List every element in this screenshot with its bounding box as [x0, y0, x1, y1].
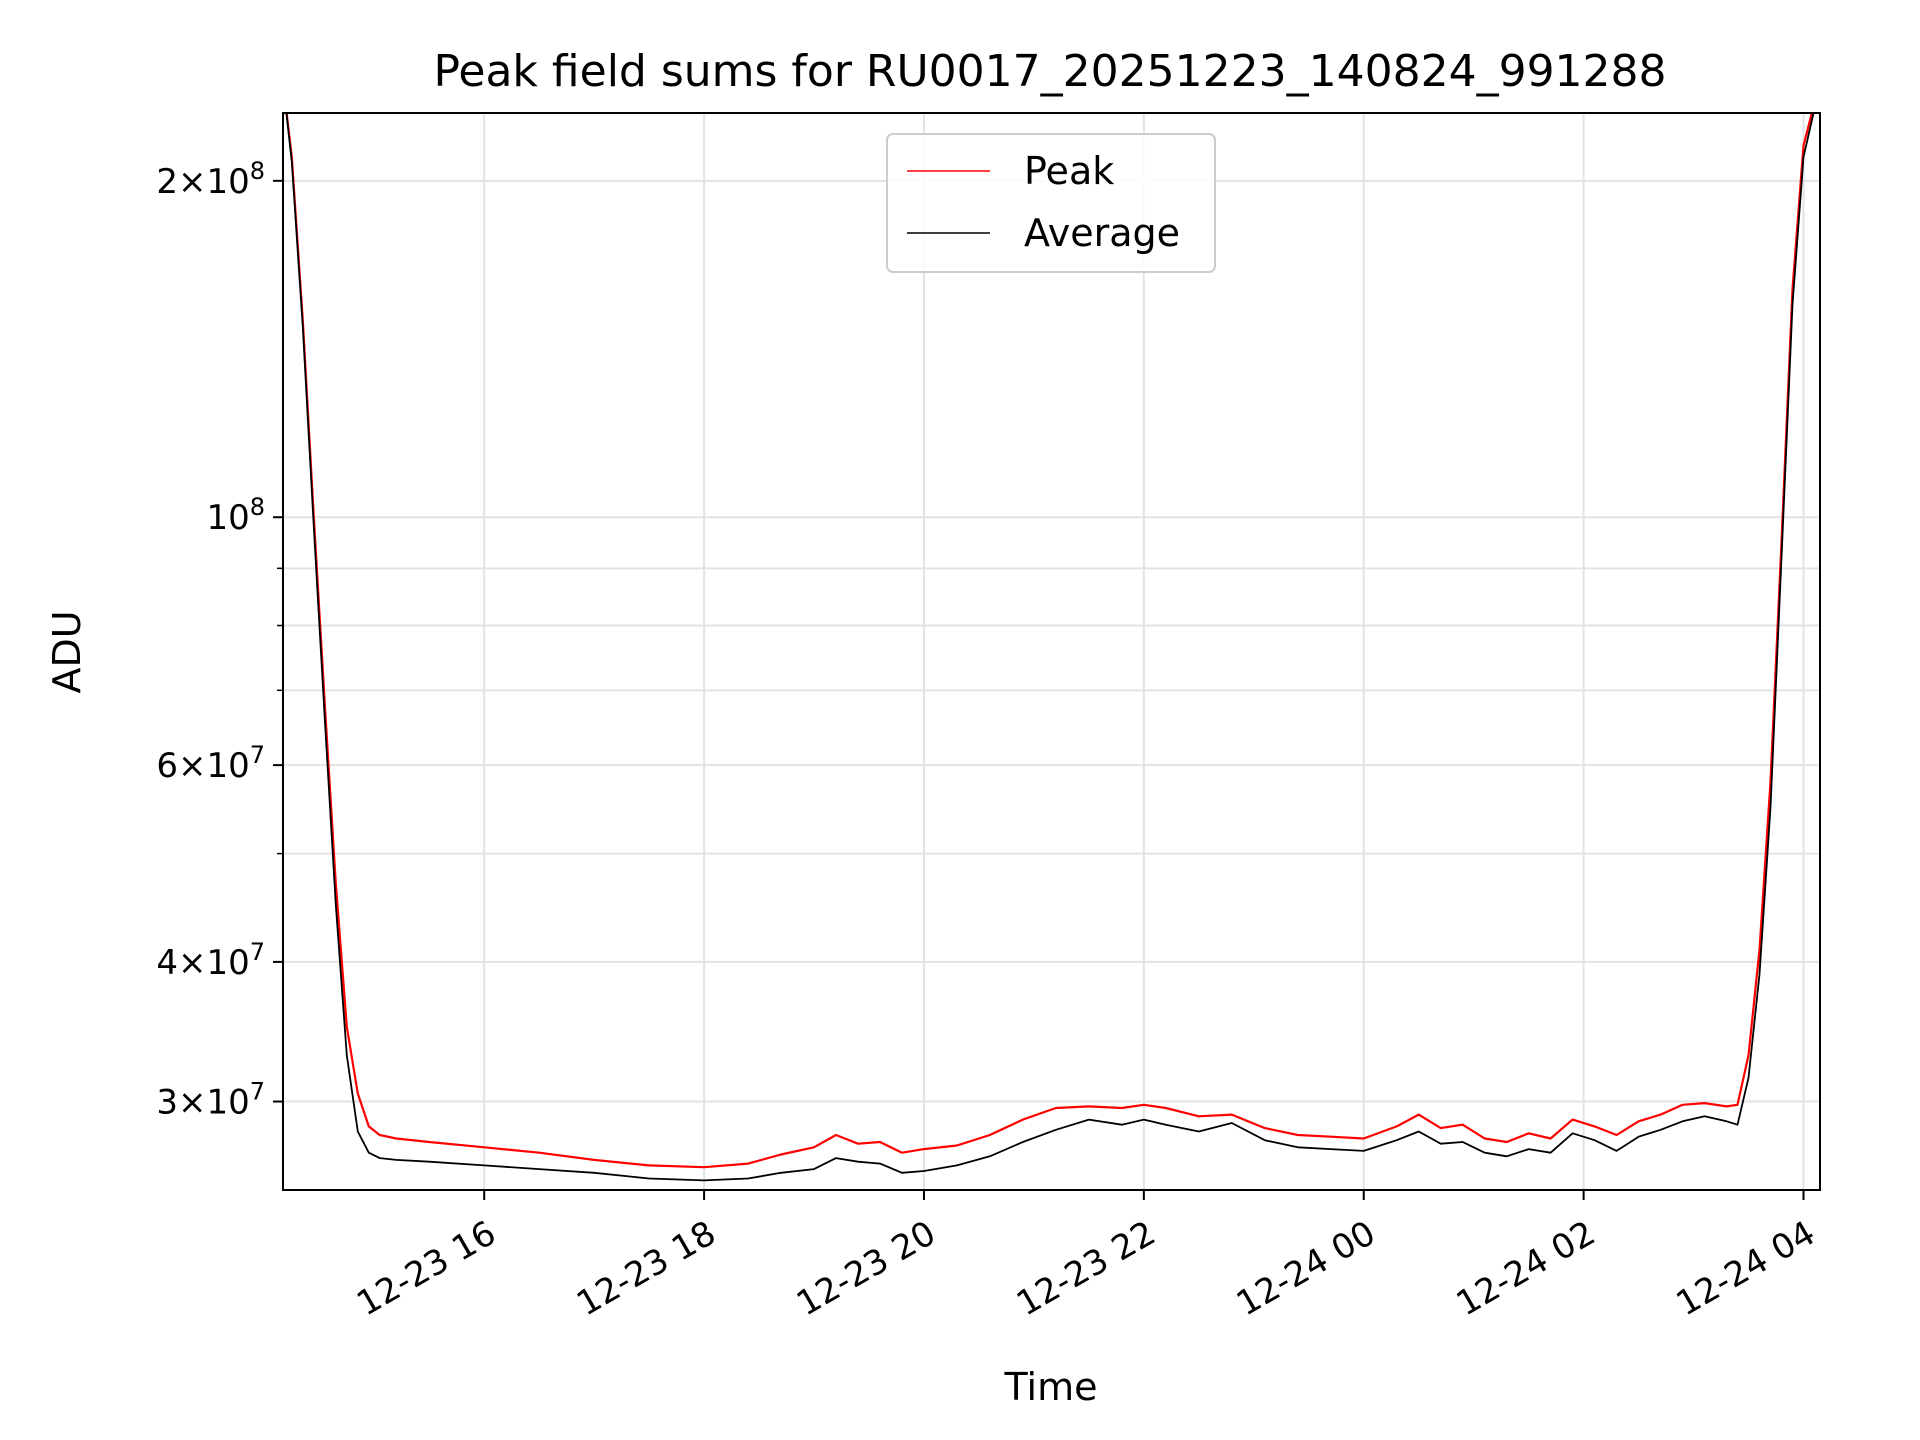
y-axis-label: ADU: [45, 610, 89, 693]
x-tick-label: 12-23 22: [1010, 1213, 1162, 1324]
plot-frame: [282, 112, 1821, 1191]
legend-box: [886, 133, 1216, 273]
x-axis: 12-23 16 12-23 18 12-23 20 12-23 22 12-24 00…: [350, 1190, 1822, 1324]
y-tick-label: 6×107: [156, 741, 265, 786]
x-tick-label: 12-23 16: [350, 1213, 502, 1324]
y-tick-label: 108: [206, 493, 265, 538]
y-tick-label: 4×107: [156, 938, 265, 983]
series-line-average: [285, 113, 1815, 1182]
series-line-peak: [285, 113, 1813, 1169]
legend-average-label: Average: [1024, 211, 1180, 255]
x-tick-label: 12-23 18: [570, 1213, 722, 1324]
x-tick-label: 12-24 00: [1230, 1213, 1382, 1324]
legend: Peak Average: [886, 133, 1216, 273]
plot-lines: [285, 113, 1815, 1182]
chart-title: Peak field sums for RU0017_20251223_1408…: [433, 46, 1666, 97]
x-axis-label: Time: [1004, 1365, 1098, 1409]
grid: [283, 113, 1820, 1190]
y-axis: 3×107 4×107 6×107 108 2×108: [156, 157, 283, 1123]
y-tick-label: 3×107: [156, 1078, 265, 1123]
x-tick-label: 12-23 20: [790, 1213, 942, 1324]
legend-peak-label: Peak: [1024, 149, 1114, 193]
y-tick-label: 2×108: [156, 157, 265, 202]
x-tick-label: 12-24 02: [1450, 1213, 1602, 1324]
x-tick-label: 12-24 04: [1670, 1213, 1822, 1324]
